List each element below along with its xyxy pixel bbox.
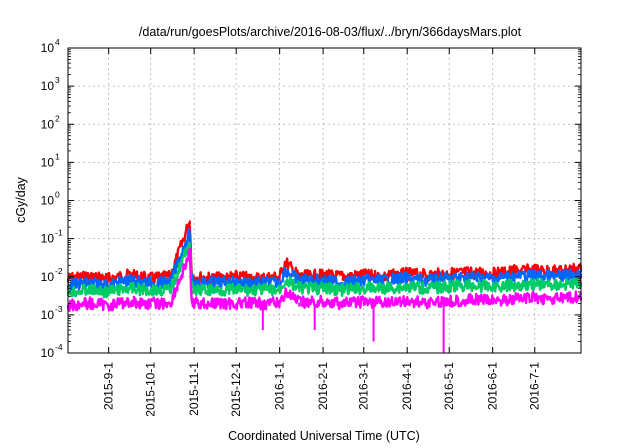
grid	[68, 48, 581, 353]
y-tick-label: 10	[41, 346, 55, 360]
plot-frame	[67, 47, 582, 354]
x-tick-label: 2016-2-1	[316, 362, 330, 410]
series-trace	[66, 242, 583, 299]
x-tick-label: 2016-4-1	[400, 362, 414, 410]
y-tick-label: 10	[41, 308, 55, 322]
series-trace	[67, 227, 583, 292]
x-axis-ticks: 2015-9-1 2015-10-1 2015-11-1 2015-12-1 2016-…	[102, 48, 542, 417]
y-tick-label: 10	[41, 232, 55, 246]
y-tick-label: 10	[41, 117, 55, 131]
y-tick-exponent: 1	[55, 151, 60, 161]
series-trace	[66, 247, 583, 312]
x-tick-label: 2015-9-1	[102, 362, 116, 410]
chart-title: /data/run/goesPlots/archive/2016-08-03/f…	[139, 25, 522, 39]
y-tick-label: 10	[41, 155, 55, 169]
x-tick-label: 2016-1-1	[273, 362, 287, 410]
y-tick-label: 10	[41, 194, 55, 208]
y-tick-exponent: 2	[55, 113, 60, 123]
y-tick-exponent: -3	[55, 304, 63, 314]
y-tick-exponent: 0	[55, 190, 60, 200]
y-tick-exponent: 4	[55, 37, 60, 47]
y-tick-label: 10	[41, 270, 55, 284]
series-line	[67, 227, 583, 292]
x-tick-label: 2015-12-1	[229, 362, 243, 417]
x-tick-label: 2015-11-1	[187, 362, 201, 416]
y-tick-label: 10	[41, 79, 55, 93]
y-tick-exponent: -4	[55, 342, 63, 352]
x-tick-label: 2016-5-1	[442, 362, 456, 410]
x-tick-label: 2015-10-1	[144, 362, 158, 417]
x-axis-label: Coordinated Universal Time (UTC)	[228, 429, 420, 443]
y-tick-exponent: 3	[55, 75, 60, 85]
y-axis-label: cGy/day	[14, 176, 28, 223]
data-series	[66, 220, 583, 353]
y-tick-exponent: -1	[55, 228, 63, 238]
series-line	[66, 242, 583, 299]
y-tick-exponent: -2	[55, 266, 63, 276]
x-tick-label: 2016-6-1	[486, 362, 500, 410]
x-tick-label: 2016-3-1	[357, 362, 371, 410]
y-tick-label: 10	[41, 41, 55, 55]
x-tick-label: 2016-7-1	[528, 362, 542, 410]
